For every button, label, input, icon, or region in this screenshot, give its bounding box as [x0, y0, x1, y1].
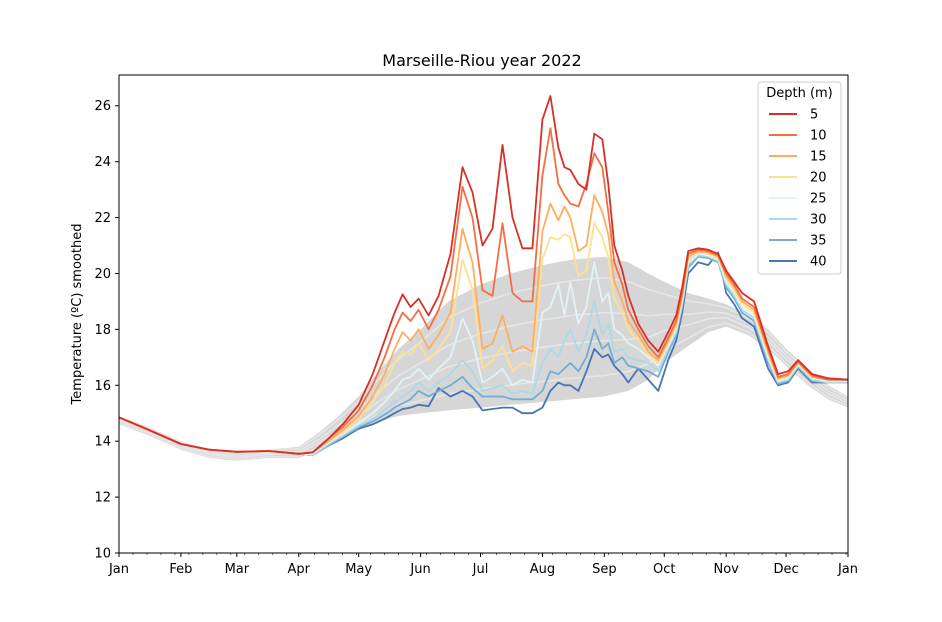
- series-line-15m: [119, 194, 848, 455]
- chart-title: Marseille-Riou year 2022: [382, 51, 581, 70]
- y-tick-label: 20: [94, 267, 111, 282]
- series-line-20m: [119, 222, 848, 455]
- plot-frame: [118, 74, 849, 554]
- series-line-5m: [119, 95, 848, 455]
- plot-area: [118, 74, 849, 554]
- x-tick-label: May: [345, 562, 372, 577]
- x-tick-label: Jan: [108, 562, 129, 577]
- climatology-band: [119, 256, 848, 461]
- legend-label-5m: 5: [810, 108, 818, 123]
- x-tick-label: Jul: [472, 562, 489, 577]
- y-tick-label: 18: [94, 323, 111, 338]
- climatology-line-1: [119, 322, 848, 461]
- x-axis: Jan Feb Mar Apr May Jun Jul Aug Sep Oct Nov Dec Jan: [108, 553, 858, 577]
- legend-box: [757, 81, 842, 275]
- x-tick-label: Nov: [713, 562, 739, 577]
- climatology-line-2: [119, 316, 848, 459]
- x-tick-label: Aug: [530, 562, 555, 577]
- y-tick-label: 16: [94, 379, 111, 394]
- legend-label-40m: 40: [810, 255, 827, 270]
- legend-label-35m: 35: [810, 234, 827, 249]
- y-tick-label: 12: [94, 491, 111, 506]
- x-tick-label: Apr: [288, 562, 311, 577]
- y-tick-label: 10: [94, 547, 111, 562]
- legend-label-30m: 30: [810, 213, 827, 228]
- legend-label-20m: 20: [810, 171, 827, 186]
- y-tick-label: 22: [94, 211, 111, 226]
- legend-label-15m: 15: [810, 150, 827, 165]
- y-axis-label: Temperature (ºC) smoothed: [70, 224, 85, 406]
- legend-title: Depth (m): [766, 86, 833, 101]
- y-tick-label: 14: [94, 435, 111, 450]
- series-line-40m: [119, 251, 848, 457]
- x-tick-label: Feb: [169, 562, 192, 577]
- legend-label-10m: 10: [810, 129, 827, 144]
- y-axis: 10 12 14 16 18 20 22 24 26: [94, 99, 119, 562]
- x-tick-label: Oct: [653, 562, 675, 577]
- x-tick-label: Jun: [409, 562, 430, 577]
- series-line-10m: [119, 127, 848, 455]
- x-tick-label: Dec: [774, 562, 799, 577]
- legend-label-25m: 25: [810, 192, 827, 207]
- x-tick-label: Mar: [225, 562, 250, 577]
- y-tick-label: 26: [94, 99, 111, 114]
- x-tick-label: Jan: [837, 562, 858, 577]
- y-tick-label: 24: [94, 155, 111, 170]
- plot-inner: [119, 95, 848, 461]
- x-tick-label: Sep: [592, 562, 617, 577]
- legend: Depth (m) 5 10 15 20 25 30 35 40: [757, 81, 842, 275]
- series-line-25m: [119, 253, 848, 455]
